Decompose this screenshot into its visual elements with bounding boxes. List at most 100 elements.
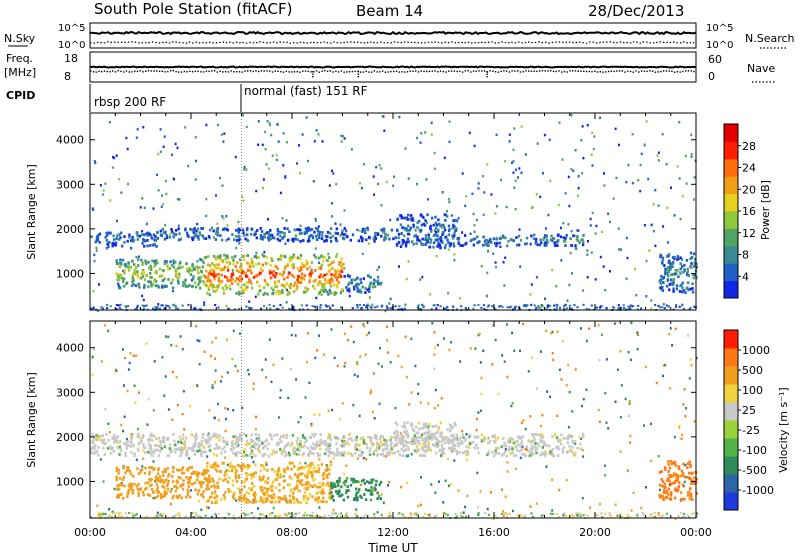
range-cell [194, 488, 197, 492]
range-cell [92, 208, 95, 211]
range-cell [370, 306, 373, 309]
nave-point [547, 70, 549, 72]
range-cell [466, 494, 469, 498]
range-cell [165, 335, 167, 338]
range-cell [369, 439, 372, 443]
range-cell [299, 266, 303, 269]
range-cell [520, 440, 524, 443]
nave-point [585, 70, 588, 73]
range-cell [159, 439, 162, 443]
range-cell [331, 408, 334, 412]
range-cell [161, 495, 165, 498]
range-cell [189, 495, 192, 499]
range-cell [486, 305, 490, 308]
range-cell [425, 437, 429, 441]
range-cell [669, 387, 672, 390]
range-cell [156, 307, 159, 310]
range-cell [208, 474, 211, 478]
nsky-trace [89, 30, 697, 36]
range-cell [125, 442, 128, 446]
range-cell [571, 450, 574, 454]
range-cell [441, 449, 444, 452]
range-cell [403, 426, 407, 430]
range-cell [410, 214, 413, 217]
range-cell [168, 447, 171, 450]
range-cell [689, 257, 692, 261]
range-cell [109, 447, 113, 451]
range-cell [123, 240, 126, 244]
range-cell [217, 306, 220, 309]
range-cell [206, 465, 209, 469]
range-cell [434, 346, 437, 350]
range-cell [250, 286, 254, 290]
range-cell [540, 433, 544, 437]
range-cell [171, 278, 174, 282]
range-cell [120, 244, 124, 248]
range-cell [329, 291, 332, 294]
range-cell [366, 274, 370, 278]
range-cell [277, 469, 280, 473]
range-cell [315, 296, 318, 300]
range-cell [378, 265, 381, 269]
range-cell [139, 470, 142, 474]
range-cell [313, 413, 316, 416]
range-cell [296, 468, 299, 471]
range-cell [539, 350, 542, 353]
nave-point [497, 71, 500, 73]
nave-point [605, 71, 607, 73]
range-cell [273, 280, 277, 284]
range-cell [281, 306, 284, 309]
range-cell [193, 307, 196, 310]
range-cell [177, 512, 180, 515]
range-cell [142, 126, 145, 129]
range-cell [350, 278, 353, 282]
range-cell [245, 439, 249, 443]
range-cell [494, 438, 497, 441]
range-cell [224, 491, 227, 494]
range-cell [189, 273, 193, 276]
range-cell [692, 198, 695, 201]
range-cell [476, 435, 480, 439]
range-cell [460, 305, 463, 308]
range-cell [406, 421, 409, 425]
range-cell [167, 305, 170, 307]
range-cell [566, 299, 569, 302]
nave-point [271, 71, 274, 73]
range-cell [578, 436, 582, 440]
range-cell [320, 283, 324, 286]
range-cell [424, 431, 427, 435]
range-cell [350, 325, 353, 328]
range-cell [130, 436, 133, 439]
range-cell [249, 451, 253, 455]
range-cell [317, 464, 320, 467]
range-cell [214, 468, 217, 471]
range-cell [520, 448, 523, 451]
range-cell [253, 454, 256, 458]
range-cell [107, 329, 110, 333]
range-cell [664, 270, 667, 274]
range-cell [406, 481, 409, 485]
range-cell [207, 445, 210, 448]
range-cell [425, 431, 429, 435]
range-cell [304, 483, 307, 486]
range-cell [465, 195, 468, 198]
nave-point [489, 70, 491, 72]
range-cell [336, 437, 340, 441]
nave-point [635, 70, 637, 72]
range-cell [167, 335, 170, 339]
range-cell [377, 443, 381, 446]
range-cell [648, 249, 651, 252]
range-cell [327, 292, 330, 296]
range-cell [178, 469, 181, 472]
nsky-strip: N.Sky 10^5 10^0 N.Search 10^5 10^0 [4, 22, 795, 51]
range-cell [418, 427, 421, 431]
range-cell [422, 422, 425, 426]
range-cell [430, 230, 433, 233]
range-cell [170, 153, 173, 157]
range-cell [306, 486, 310, 490]
range-cell [383, 238, 386, 242]
range-cell [315, 129, 318, 132]
range-cell [514, 467, 517, 471]
nave-point [312, 76, 314, 78]
range-cell [459, 442, 462, 446]
